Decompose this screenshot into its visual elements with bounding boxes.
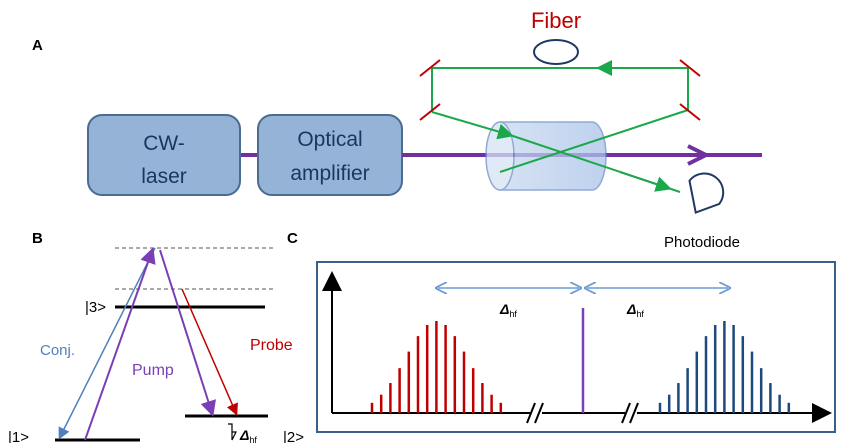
level-label: |2> [283, 429, 304, 443]
virtual-level [115, 248, 275, 289]
fiber-loop [534, 40, 578, 64]
probe-label: Probe [250, 337, 293, 354]
laser-label: CW- [143, 132, 185, 155]
brace [228, 424, 236, 440]
splitting-label: Δhf [239, 427, 257, 443]
subscript: hf [249, 435, 257, 443]
pump-label: Pump [132, 362, 174, 379]
pump-beam [160, 250, 212, 413]
panel-label: C [287, 230, 298, 247]
level-label: |3> [85, 299, 106, 316]
symbol: Δ [499, 301, 509, 317]
photodiode [684, 168, 728, 212]
amplifier-label: Optical [297, 128, 362, 151]
symbol: Δ [239, 427, 249, 443]
fiber-label: Fiber [531, 8, 581, 33]
panel-label: B [32, 230, 43, 247]
conj-label: Conj. [40, 342, 75, 359]
splitting-label: Δhf [499, 301, 517, 319]
pump-beam [85, 251, 152, 440]
subscript: hf [509, 309, 517, 319]
combs [372, 321, 789, 413]
splitting-label: Δhf [626, 301, 644, 319]
laser-label: laser [141, 165, 187, 188]
amplifier-label: amplifier [290, 162, 369, 185]
figure: A CW- laser Optical amplifier Fiber Phot… [0, 0, 841, 443]
level-label: |1> [8, 429, 29, 443]
subscript: hf [636, 309, 644, 319]
photodiode-label: Photodiode [664, 234, 740, 251]
panel-label: A [32, 37, 43, 54]
symbol: Δ [626, 301, 636, 317]
